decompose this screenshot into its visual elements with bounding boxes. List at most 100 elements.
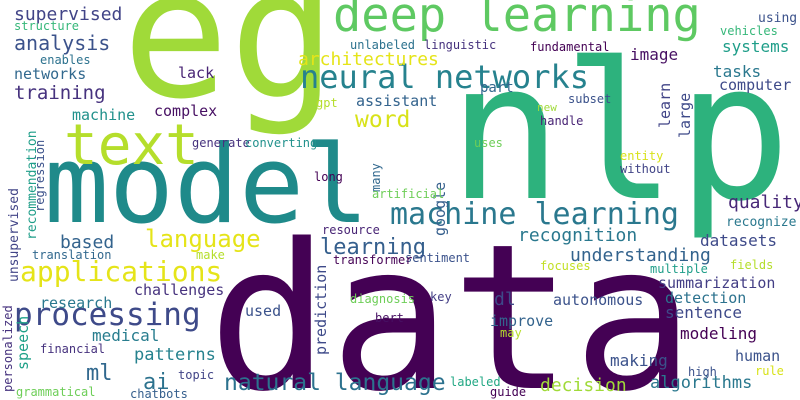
word: deep learning <box>333 0 701 43</box>
word: translation <box>32 248 111 262</box>
word: sentiment <box>405 251 470 265</box>
word: processing <box>14 297 201 333</box>
word: image <box>630 45 678 64</box>
word: applications <box>20 255 222 288</box>
word: enables <box>40 53 91 67</box>
word: google <box>431 182 449 236</box>
word: datasets <box>700 231 777 250</box>
word: recommendation <box>25 130 40 240</box>
word: nlp <box>448 22 791 243</box>
word: model <box>44 123 369 248</box>
word: dl <box>494 289 516 310</box>
word: architectures <box>298 49 439 70</box>
word: natural language <box>224 370 446 396</box>
word: long <box>314 170 343 184</box>
word: part <box>480 80 514 96</box>
word: research <box>40 294 112 312</box>
word: large <box>676 93 694 138</box>
word: eg <box>122 0 336 138</box>
word: resource <box>322 223 380 237</box>
word: making <box>610 351 668 370</box>
word: summarization <box>658 274 775 292</box>
word: multiple <box>650 262 708 276</box>
word: understanding <box>570 245 711 266</box>
word: quality <box>728 192 800 213</box>
word: ai <box>143 370 170 395</box>
word: machine <box>72 106 135 124</box>
word: personalized <box>1 305 15 392</box>
word: networks <box>14 65 86 83</box>
word: medical <box>92 326 159 345</box>
word: diagnosis <box>350 292 415 306</box>
word: learn <box>656 83 674 128</box>
word: linguistic <box>424 38 496 52</box>
word: ml <box>86 361 113 386</box>
word: gpt <box>316 96 338 110</box>
word: labeled <box>450 375 501 389</box>
word: machine learning <box>390 197 679 232</box>
word: neural networks <box>300 58 589 96</box>
word: focuses <box>540 259 591 273</box>
word: uses <box>474 136 503 150</box>
word: regression <box>33 140 47 212</box>
word: grammatical <box>16 385 95 399</box>
word: bert <box>375 311 404 325</box>
word: analysis <box>14 31 110 55</box>
word: decision <box>540 375 627 396</box>
word: based <box>60 232 114 253</box>
word: learning <box>320 235 426 260</box>
word: generate <box>192 136 250 150</box>
word: tasks <box>713 62 761 81</box>
word: guide <box>490 385 526 399</box>
word: converting <box>245 136 317 150</box>
word: make <box>196 248 225 262</box>
word: entity <box>620 149 663 163</box>
word: high <box>688 365 717 379</box>
word: systems <box>722 37 789 56</box>
word: transformer <box>333 253 412 267</box>
word: lack <box>178 64 214 82</box>
word: using <box>758 11 797 26</box>
word: human <box>735 347 780 365</box>
word: word <box>355 107 410 133</box>
word: speech <box>14 316 32 370</box>
word: used <box>245 302 281 320</box>
word: key <box>430 290 452 304</box>
word: vehicles <box>720 24 778 38</box>
word: improve <box>490 312 553 330</box>
word: complex <box>154 102 217 120</box>
word: financial <box>40 342 105 356</box>
word: patterns <box>134 345 216 365</box>
word: fields <box>730 258 773 272</box>
word: chatbots <box>130 387 188 400</box>
word: sentence <box>665 303 742 322</box>
word: subset <box>568 92 611 106</box>
word: rule <box>755 364 784 378</box>
word: detection <box>665 289 746 307</box>
word: recognition <box>518 225 637 246</box>
word: assistant <box>356 92 437 110</box>
word: may <box>500 326 522 340</box>
word: autonomous <box>553 291 643 309</box>
word: challenges <box>134 281 224 299</box>
word: without <box>620 162 671 176</box>
word: unlabeled <box>350 38 415 52</box>
word: structure <box>14 19 79 33</box>
word: fundamental <box>530 40 609 54</box>
word: recognize <box>726 215 797 230</box>
word: new <box>537 101 557 114</box>
word: modeling <box>680 324 757 343</box>
word: training <box>14 82 106 104</box>
word: language <box>145 225 261 253</box>
word: handle <box>540 114 583 128</box>
word: supervised <box>14 4 122 25</box>
word: many <box>369 163 383 192</box>
word: data <box>208 200 694 400</box>
word: unsupervised <box>7 188 22 282</box>
word: text <box>64 113 199 178</box>
word: computer <box>719 76 791 94</box>
word: prediction <box>312 265 330 355</box>
word: topic <box>178 368 214 382</box>
word: artificial <box>372 187 444 201</box>
